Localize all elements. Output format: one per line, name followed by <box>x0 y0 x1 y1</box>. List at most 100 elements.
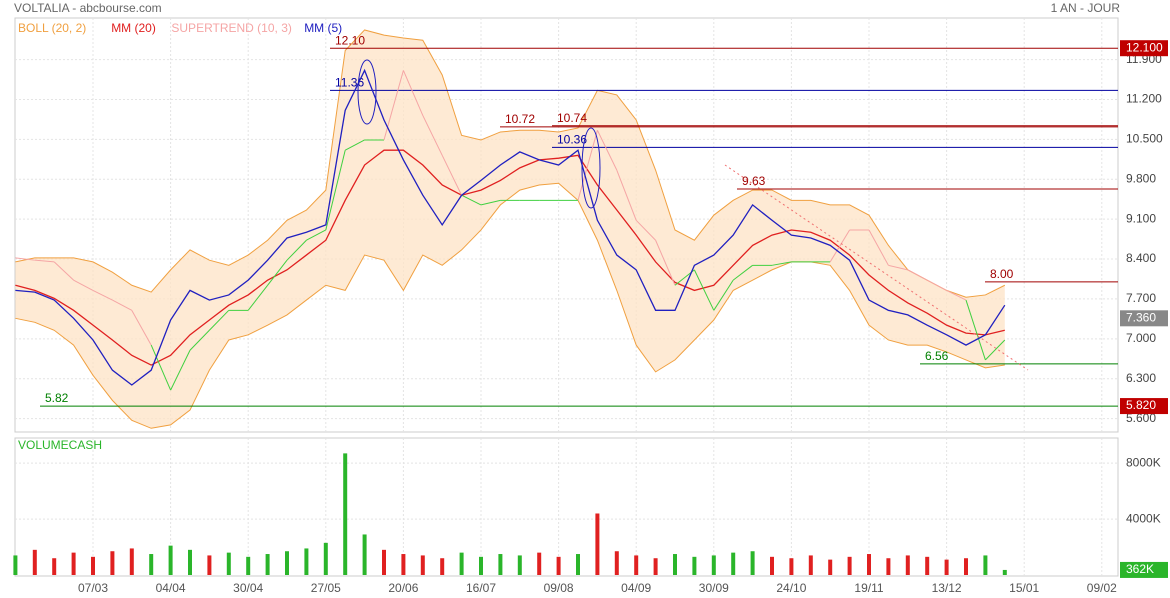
volume-bar <box>459 552 464 575</box>
plots: 07/03 04/04 30/04 27/05 20/06 16/07 09/08 04/09… <box>13 18 1168 595</box>
volume-bar <box>129 548 134 575</box>
volume-bar <box>750 551 755 575</box>
price-panel <box>14 17 1119 433</box>
volume-bar <box>149 554 154 575</box>
supertrend <box>131 310 152 346</box>
volume-bar <box>711 555 716 575</box>
supertrend <box>946 289 967 301</box>
supertrend <box>461 194 482 206</box>
volume-bar <box>517 555 522 575</box>
x-tick-label: 04/09 <box>621 581 651 595</box>
x-tick-label: 09/08 <box>544 581 574 595</box>
level-label: 9.63 <box>742 174 766 188</box>
supertrend <box>907 269 928 281</box>
supertrend <box>926 279 947 291</box>
x-tick-label: 13/12 <box>932 581 962 595</box>
volume-bar <box>576 554 580 575</box>
supertrend <box>732 264 753 281</box>
volume-bar <box>905 555 910 575</box>
volume-bar <box>226 552 231 575</box>
volume-bar <box>110 551 115 575</box>
supertrend <box>34 259 55 263</box>
volume-bar <box>731 552 736 575</box>
volume-bar <box>886 558 891 575</box>
volume-bar <box>382 549 386 575</box>
level-label: 6.56 <box>925 349 949 363</box>
volume-bar <box>52 558 57 575</box>
price-tag <box>1120 561 1168 578</box>
supertrend <box>713 279 734 311</box>
supertrend <box>150 344 172 391</box>
y-tick-label: 9.100 <box>1126 211 1156 225</box>
legend-entry: MM (5) <box>304 21 342 35</box>
page-title: VOLTALIA - abcbourse.com <box>14 1 162 15</box>
volume-bar <box>828 559 833 575</box>
volume-bar <box>323 542 328 575</box>
volume-bar <box>91 556 95 575</box>
supertrend <box>441 155 463 196</box>
x-tick-label: 30/04 <box>233 581 263 595</box>
supertrend <box>170 350 191 391</box>
volume-bar <box>13 555 18 575</box>
supertrend <box>92 289 113 301</box>
volume-bar <box>479 556 483 575</box>
volume-bar <box>188 549 192 575</box>
volume-bar <box>556 556 561 575</box>
volume-bar <box>537 552 542 575</box>
volume-bar <box>789 558 794 575</box>
volume-title: VOLUMECASH <box>18 438 102 452</box>
x-tick-label: 24/10 <box>776 581 806 595</box>
price-tag <box>1120 40 1168 57</box>
volume-bar <box>420 555 425 575</box>
legend-entry: BOLL (20, 2) <box>18 21 86 35</box>
level-label: 10.74 <box>557 111 587 125</box>
series-line <box>15 149 1005 366</box>
volume-bar <box>71 552 76 575</box>
level-label: 10.72 <box>505 112 535 126</box>
level-label: 8.00 <box>990 267 1014 281</box>
supertrend <box>596 130 618 171</box>
price-tag-label: 362K <box>1126 562 1154 576</box>
supertrend <box>267 259 288 286</box>
supertrend <box>209 309 230 331</box>
level-label: 10.36 <box>557 133 587 147</box>
volume-bar <box>246 556 251 575</box>
supertrend <box>15 257 35 261</box>
y-tick-label: 7.000 <box>1126 331 1156 345</box>
volume-bar <box>770 556 774 575</box>
volume-bar <box>285 551 289 575</box>
supertrend <box>344 139 365 151</box>
volume-bar <box>653 558 658 575</box>
x-tick-label: 27/05 <box>311 581 341 595</box>
supertrend <box>247 284 268 311</box>
x-tick-label: 20/06 <box>388 581 418 595</box>
band-upper <box>15 29 1006 298</box>
supertrend <box>189 329 210 351</box>
x-tick-label: 15/01 <box>1009 581 1039 595</box>
highlight <box>357 59 377 125</box>
y-tick-label: 6.300 <box>1126 371 1156 385</box>
supertrend <box>771 261 792 266</box>
x-tick-label: 30/09 <box>699 581 729 595</box>
trend-line <box>724 164 1029 371</box>
level-label: 11.36 <box>335 76 364 90</box>
volume-bar <box>304 548 309 575</box>
level-label: 12.10 <box>335 33 365 47</box>
price-tag <box>1120 398 1168 415</box>
supertrend <box>383 70 404 141</box>
volume-bar <box>168 545 173 575</box>
volume-bar <box>634 555 639 575</box>
volume-bar <box>32 549 37 575</box>
supertrend <box>325 150 346 231</box>
supertrend <box>868 229 889 266</box>
price-tag <box>1120 310 1168 327</box>
legend-entry: SUPERTREND (10, 3) <box>171 21 291 35</box>
volume-bar <box>983 555 988 575</box>
volume-bar <box>595 513 600 575</box>
volume-bar <box>964 558 968 575</box>
supertrend <box>306 229 327 241</box>
volume-bar <box>673 554 677 575</box>
price-tag-label: 5.820 <box>1126 398 1156 412</box>
y-tick-label: 8000K <box>1126 455 1161 469</box>
level-label: 5.82 <box>45 391 69 405</box>
